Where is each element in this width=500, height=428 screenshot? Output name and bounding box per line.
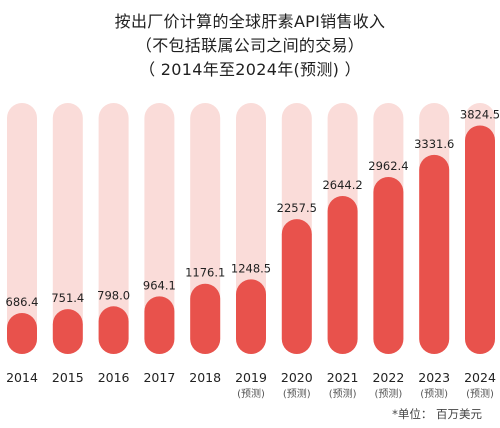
- bar: [7, 312, 37, 354]
- x-tick-label: 2015: [52, 370, 84, 385]
- bar: [144, 296, 175, 354]
- bar: [236, 279, 266, 354]
- data-label: 3824.5: [460, 107, 500, 121]
- bar: [465, 125, 495, 354]
- bar-track: [98, 103, 129, 354]
- bar: [98, 306, 129, 354]
- data-label: 3331.6: [414, 137, 454, 151]
- data-label: 2962.4: [368, 159, 408, 173]
- data-label: 1176.1: [185, 266, 225, 280]
- forecast-label: (预测): [466, 387, 494, 400]
- unit-note: *单位： 百万美元: [392, 407, 482, 421]
- forecast-label: (预测): [329, 387, 357, 400]
- x-tick-label: 2021: [327, 370, 359, 385]
- x-tick-label: 2022: [372, 370, 404, 385]
- forecast-label: (预测): [374, 387, 402, 400]
- x-tick-label: 2016: [98, 370, 130, 385]
- x-tick-label: 2020: [281, 370, 313, 385]
- bar: [52, 309, 83, 354]
- bar: [281, 219, 312, 354]
- bar: [190, 283, 221, 354]
- data-label: 686.4: [6, 295, 39, 309]
- x-tick-label: 2023: [418, 370, 450, 385]
- chart-title: 按出厂价计算的全球肝素API销售收入 （不包括联属公司之间的交易） （ 2014…: [0, 10, 500, 82]
- data-label: 2644.2: [322, 178, 362, 192]
- x-tick-label: 2017: [143, 370, 175, 385]
- data-label: 751.4: [51, 291, 84, 305]
- data-label: 964.1: [143, 278, 176, 292]
- bar-track: [7, 103, 37, 354]
- chart-title-line-3: （ 2014年至2024年(预测) ）: [139, 60, 361, 79]
- x-tick-label: 2018: [189, 370, 221, 385]
- x-tick-label: 2014: [6, 370, 38, 385]
- bar: [419, 154, 450, 354]
- bar: [373, 176, 404, 354]
- forecast-label: (预测): [283, 387, 311, 400]
- chart-title-line-1: 按出厂价计算的全球肝素API销售收入: [114, 12, 386, 31]
- x-tick-label: 2019: [235, 370, 267, 385]
- data-label: 1248.5: [231, 261, 271, 275]
- bar-track: [52, 103, 83, 354]
- bar-track: [144, 103, 175, 354]
- forecast-label: (预测): [237, 387, 265, 400]
- bar: [327, 195, 358, 354]
- data-label: 798.0: [97, 288, 130, 302]
- x-tick-label: 2024: [464, 370, 496, 385]
- data-label: 2257.5: [277, 201, 317, 215]
- chart-title-line-2: （不包括联属公司之间的交易）: [135, 36, 365, 55]
- forecast-label: (预测): [420, 387, 448, 400]
